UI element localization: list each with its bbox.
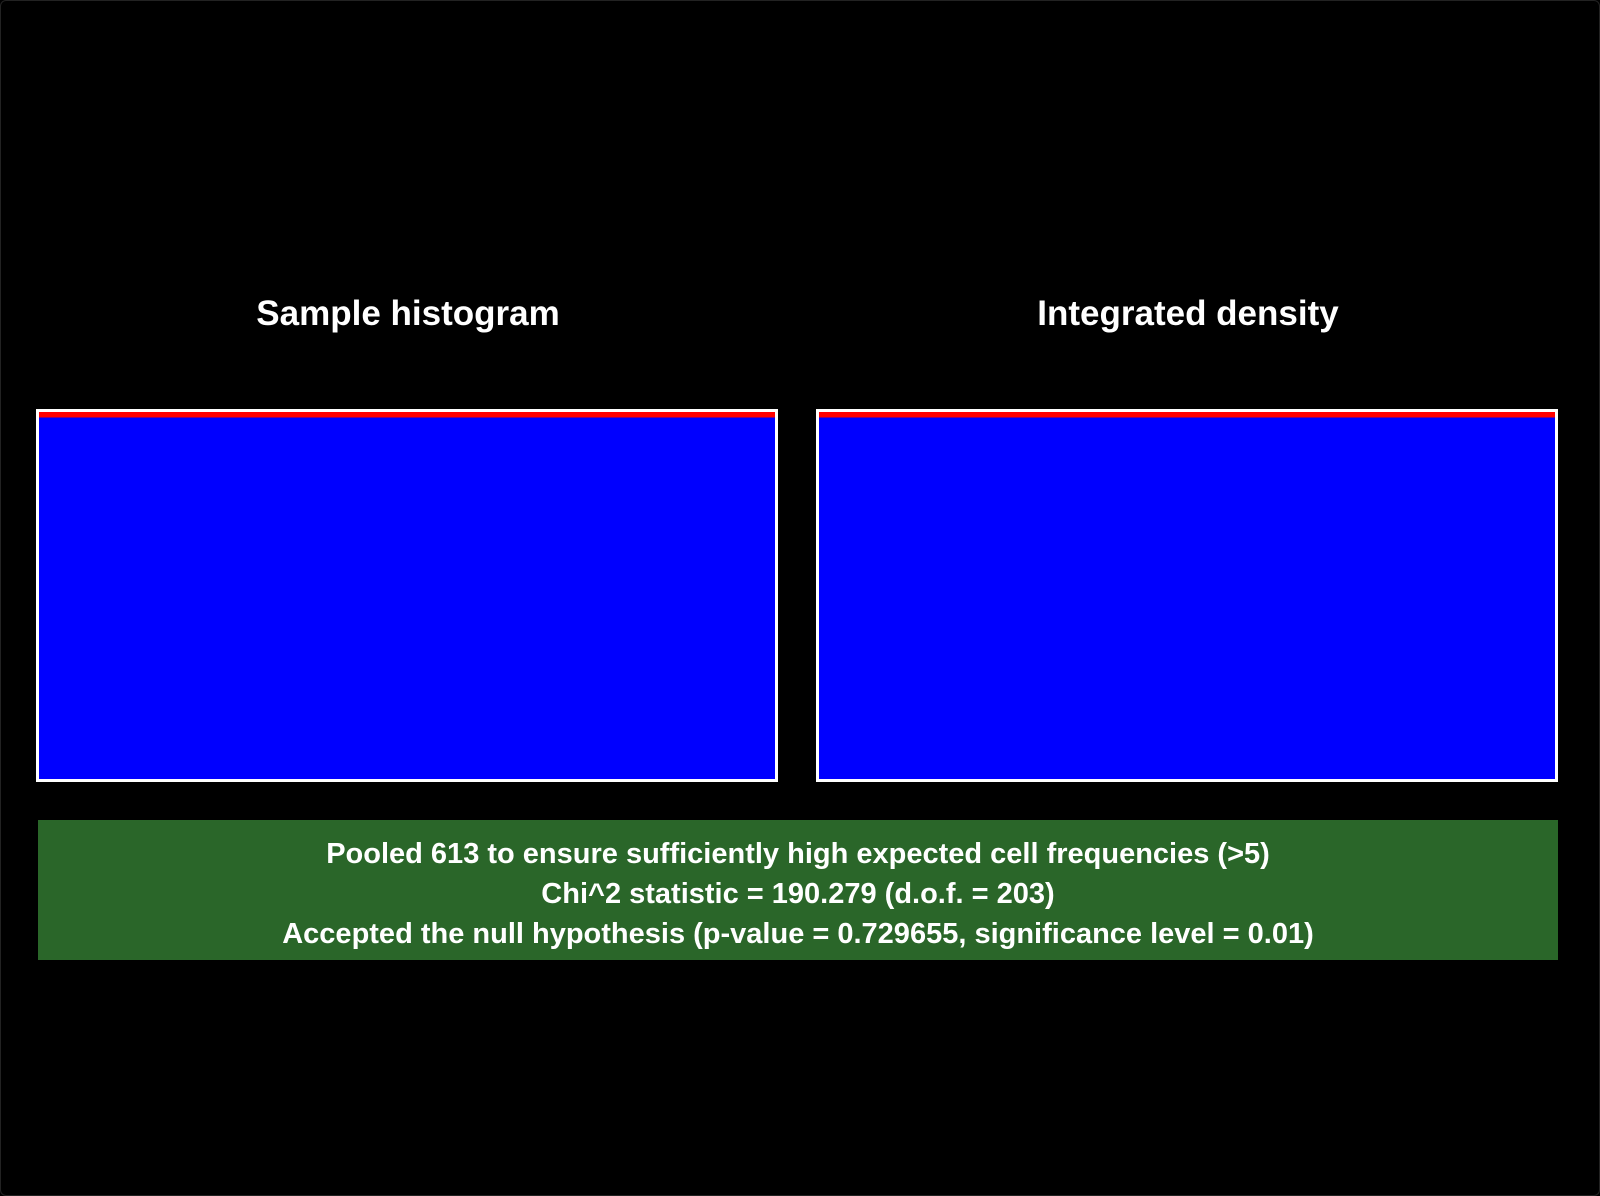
sample-histogram-title: Sample histogram xyxy=(256,294,560,333)
integrated-density-title: Integrated density xyxy=(1037,294,1339,333)
pooled-cells-message: Pooled 613 to ensure sufficiently high e… xyxy=(326,838,1270,870)
hypothesis-decision: Accepted the null hypothesis (p-value = … xyxy=(282,918,1314,950)
integrated-density-bar xyxy=(819,417,1555,779)
sample-histogram-svg xyxy=(39,412,775,779)
sample-histogram-plot xyxy=(36,409,778,782)
test-result-panel: Pooled 613 to ensure sufficiently high e… xyxy=(38,820,1558,960)
sample-histogram-bar xyxy=(39,417,775,779)
integrated-density-plot xyxy=(816,409,1558,782)
integrated-density-svg xyxy=(819,412,1555,779)
chi-square-statistic: Chi^2 statistic = 190.279 (d.o.f. = 203) xyxy=(541,878,1055,910)
